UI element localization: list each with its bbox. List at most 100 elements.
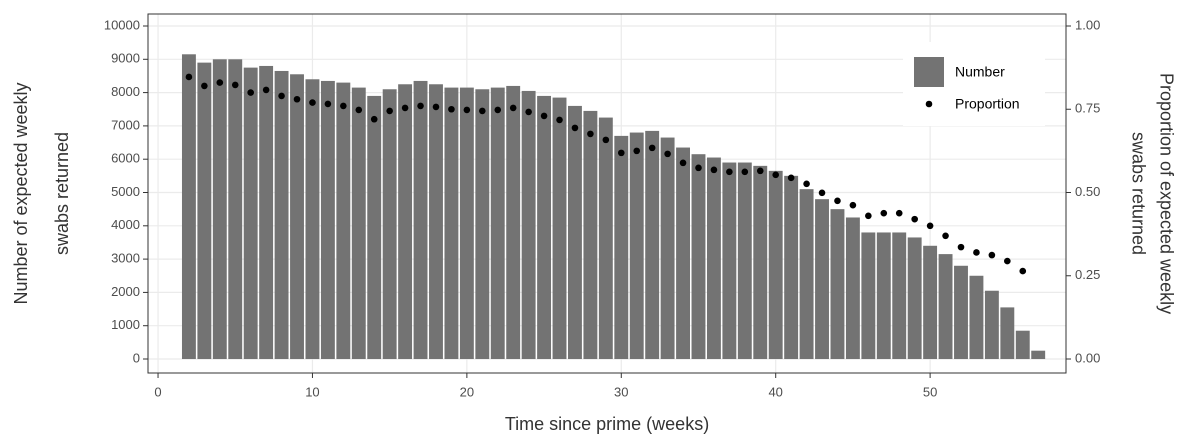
legend-key xyxy=(925,100,933,108)
bar xyxy=(660,137,675,360)
point xyxy=(201,82,208,90)
point xyxy=(1019,267,1027,275)
y-tick-label: 10000 xyxy=(104,17,140,32)
bar xyxy=(367,95,382,360)
bar xyxy=(676,147,690,360)
point xyxy=(587,130,594,138)
point xyxy=(633,147,641,155)
bar xyxy=(490,87,505,360)
bar xyxy=(305,79,320,360)
point xyxy=(216,79,224,86)
point xyxy=(509,104,517,112)
bar xyxy=(243,67,258,360)
point xyxy=(756,167,764,175)
bar xyxy=(815,199,829,360)
x-tick-label: 30 xyxy=(614,384,628,399)
bar xyxy=(274,70,289,360)
y-tick-label: 3000 xyxy=(111,251,140,266)
bar xyxy=(382,89,397,360)
x-tick-label: 40 xyxy=(768,384,782,399)
point xyxy=(803,180,810,188)
y-tick-label: 6000 xyxy=(111,151,140,166)
point xyxy=(262,86,270,94)
point xyxy=(448,105,455,113)
point xyxy=(818,189,826,197)
bar xyxy=(691,154,706,360)
bar xyxy=(552,97,567,360)
bar xyxy=(984,290,999,360)
bar xyxy=(598,117,613,360)
y-tick-label: 9000 xyxy=(111,51,140,66)
bar xyxy=(784,175,799,360)
point xyxy=(432,103,440,111)
bar xyxy=(861,232,876,360)
point xyxy=(293,95,301,103)
point xyxy=(370,115,378,123)
x-axis-label: Time since prime (weeks) xyxy=(505,414,709,434)
bar xyxy=(537,95,552,360)
bar xyxy=(475,89,490,360)
point xyxy=(525,108,532,116)
x-tick-label: 20 xyxy=(460,384,474,399)
point xyxy=(787,174,795,182)
point xyxy=(957,243,965,251)
point xyxy=(679,159,687,167)
point xyxy=(741,168,749,176)
point xyxy=(1004,257,1011,265)
bar xyxy=(290,74,304,360)
bar xyxy=(923,245,938,360)
point xyxy=(309,99,316,106)
point xyxy=(617,149,625,157)
point xyxy=(540,112,548,120)
bar xyxy=(212,59,227,360)
y-tick-label: 5000 xyxy=(111,184,140,199)
y-tick-label: 2000 xyxy=(111,284,140,299)
point xyxy=(185,73,193,81)
point xyxy=(911,215,918,223)
bar xyxy=(768,170,783,360)
bar xyxy=(737,162,752,360)
legend-key xyxy=(914,57,944,87)
y2-tick-label: 1.00 xyxy=(1075,17,1100,32)
bar xyxy=(1031,350,1046,360)
y2-tick-label: 0.25 xyxy=(1075,267,1100,282)
point xyxy=(849,201,857,209)
point xyxy=(880,209,888,217)
point xyxy=(340,102,347,110)
point xyxy=(417,102,424,110)
legend-label: Number xyxy=(955,64,1005,80)
y-tick-label: 4000 xyxy=(111,217,140,232)
y2-tick-label: 0.00 xyxy=(1075,350,1100,365)
bar xyxy=(629,132,644,360)
bar xyxy=(706,157,721,360)
y2-tick-label: 0.75 xyxy=(1075,101,1100,116)
point xyxy=(726,168,733,176)
bar xyxy=(1000,307,1015,360)
x-tick-label: 10 xyxy=(305,384,319,399)
point xyxy=(324,100,332,108)
bar xyxy=(398,84,413,360)
y2-axis-label: swabs returned xyxy=(1128,132,1148,255)
point xyxy=(926,222,934,230)
bar xyxy=(351,87,366,360)
point xyxy=(942,232,949,240)
bar xyxy=(830,209,845,360)
bar xyxy=(892,232,907,360)
y-axis-label: swabs returned xyxy=(52,132,72,255)
point xyxy=(386,107,393,115)
y-axis-label: Number of expected weekly xyxy=(11,82,31,304)
point xyxy=(278,92,285,100)
y-tick-label: 7000 xyxy=(111,117,140,132)
bar xyxy=(876,232,891,360)
bar xyxy=(459,87,474,360)
bar xyxy=(969,275,984,360)
point xyxy=(401,104,409,112)
point xyxy=(834,197,841,205)
bar xyxy=(938,254,953,360)
bar xyxy=(954,265,968,360)
point xyxy=(602,136,610,144)
bar xyxy=(413,80,428,360)
bar xyxy=(799,189,814,360)
bar xyxy=(753,165,768,360)
